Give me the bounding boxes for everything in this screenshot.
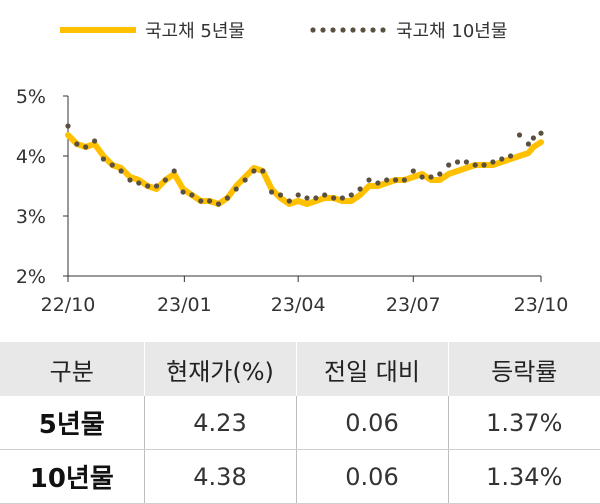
cell-current-price: 4.23 — [143, 396, 296, 450]
series-point-10y — [269, 189, 275, 195]
series-point-10y — [508, 153, 514, 159]
series-point-10y — [348, 192, 354, 198]
cell-daily-change: 0.06 — [295, 396, 448, 450]
legend-swatch-10y — [310, 27, 386, 33]
legend-dot — [360, 27, 366, 33]
header-change-rate: 등락률 — [447, 342, 600, 396]
series-point-10y — [100, 156, 106, 162]
series-point-10y — [83, 144, 89, 150]
y-tick-label: 2% — [16, 266, 46, 288]
series-point-10y — [437, 171, 443, 177]
y-tick-label: 5% — [16, 86, 46, 108]
series-point-10y — [233, 186, 239, 192]
series-point-10y — [366, 177, 372, 183]
y-axis: 2% 3% 4% 5% — [16, 86, 69, 288]
series-point-10y — [401, 177, 407, 183]
x-tick-label: 22/10 — [41, 294, 96, 316]
series-point-10y — [428, 174, 434, 180]
series-point-10y — [189, 192, 195, 198]
cell-change-rate: 1.37% — [447, 396, 600, 450]
row-label: 10년물 — [0, 449, 144, 504]
row-label: 5년물 — [0, 396, 144, 450]
header-daily-change: 전일 대비 — [295, 342, 448, 396]
y-tick-label: 4% — [16, 146, 46, 168]
series-point-10y — [260, 168, 266, 174]
series-point-10y — [463, 159, 469, 165]
legend-label-5y: 국고채 5년물 — [145, 21, 245, 42]
series-point-10y — [499, 156, 505, 162]
legend-label-10y: 국고채 10년물 — [396, 21, 507, 42]
series-point-10y — [286, 198, 292, 204]
plot-area — [65, 123, 544, 207]
series-point-10y — [525, 141, 532, 147]
cell-change-rate: 1.34% — [447, 449, 600, 504]
legend-dot — [340, 27, 346, 33]
legend-dot — [370, 27, 376, 33]
table-header-row: 구분 현재가(%) 전일 대비 등락률 — [0, 342, 600, 396]
series-line-5y — [65, 132, 544, 207]
series-point-10y — [224, 195, 230, 201]
legend-dot — [310, 27, 316, 33]
series-point-10y — [153, 183, 160, 189]
series-point-10y — [472, 162, 478, 168]
series-point-10y — [538, 130, 544, 136]
series-point-10y — [339, 195, 345, 201]
series-point-10y — [215, 201, 222, 207]
header-current-price: 현재가(%) — [143, 342, 296, 396]
cell-current-price: 4.38 — [143, 449, 296, 504]
x-tick-label: 23/01 — [157, 294, 212, 316]
x-tick-label: 23/10 — [514, 294, 569, 316]
series-point-10y — [313, 195, 319, 201]
table-row: 10년물 4.38 0.06 1.34% — [0, 449, 600, 504]
series-point-10y — [530, 135, 537, 141]
series-point-10y — [251, 168, 257, 174]
series-point-10y — [242, 177, 248, 183]
series-point-10y — [127, 177, 133, 183]
series-point-10y — [180, 189, 186, 195]
series-point-10y — [331, 195, 337, 201]
series-point-10y — [375, 180, 381, 186]
x-tick-label: 23/04 — [271, 294, 326, 316]
legend-dot — [350, 27, 356, 33]
series-point-10y — [295, 192, 301, 198]
y-tick-label: 3% — [16, 206, 46, 228]
series-point-10y — [277, 192, 284, 198]
series-point-10y — [516, 132, 523, 138]
yield-chart: 국고채 5년물 국고채 10년물 2% 3% 4% 5% 22/10 23/01 23/0… — [16, 21, 569, 316]
series-point-10y — [357, 186, 363, 192]
x-axis: 22/10 23/01 23/04 23/07 23/10 — [41, 275, 569, 316]
series-point-10y — [393, 177, 399, 183]
series-point-10y — [481, 162, 487, 168]
series-point-10y — [410, 168, 416, 174]
series-point-10y — [171, 168, 177, 174]
summary-table: 구분 현재가(%) 전일 대비 등락률 5년물 4.23 0.06 1.37% … — [0, 342, 600, 504]
legend-dot — [380, 27, 386, 33]
header-category: 구분 — [0, 342, 144, 396]
series-point-10y — [65, 123, 71, 129]
series-point-10y — [74, 141, 80, 147]
series-point-10y — [454, 159, 461, 165]
series-point-10y — [162, 177, 168, 183]
table-row: 5년물 4.23 0.06 1.37% — [0, 396, 600, 450]
legend-dot — [330, 27, 336, 33]
series-point-10y — [384, 177, 390, 183]
series-point-10y — [490, 159, 496, 165]
series-point-10y — [198, 198, 204, 204]
x-tick-label: 23/07 — [386, 294, 441, 316]
series-point-10y — [92, 138, 98, 144]
series-point-10y — [446, 162, 452, 168]
series-point-10y — [145, 183, 151, 189]
series-point-10y — [207, 198, 213, 204]
series-point-10y — [322, 192, 328, 198]
series-point-10y — [136, 180, 142, 186]
series-point-10y — [304, 195, 310, 201]
series-point-10y — [118, 168, 124, 174]
legend-dot — [320, 27, 326, 33]
series-point-10y — [109, 162, 115, 168]
legend: 국고채 5년물 국고채 10년물 — [60, 21, 507, 42]
cell-daily-change: 0.06 — [295, 449, 448, 504]
series-point-10y — [419, 174, 425, 180]
